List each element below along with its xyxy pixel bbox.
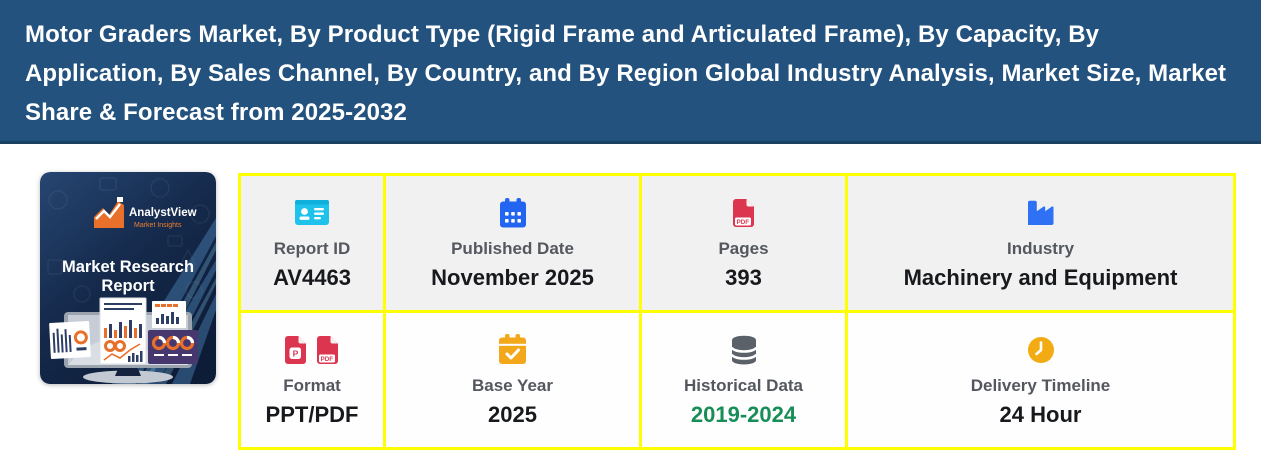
base-year-value: 2025 [488,401,537,427]
base-year-label: Base Year [472,375,553,395]
report-cover-art: AnalystView Market Insights Market Resea… [40,172,216,384]
monitor-illustration [49,297,198,384]
report-summary-section: AnalystView Market Insights Market Resea… [0,144,1261,450]
historical-data-value: 2019-2024 [690,401,797,427]
pdf-file-icon: PDF [732,196,756,230]
delivery-timeline-label: Delivery Timeline [970,375,1111,395]
published-date-value: November 2025 [431,264,594,290]
factory-icon [1025,196,1057,230]
svg-text:P: P [293,348,299,358]
industry-value: Machinery and Equipment [903,264,1178,290]
calendar-check-icon [498,333,527,367]
published-date-label: Published Date [451,238,574,258]
page-title: Motor Graders Market, By Product Type (R… [25,21,1227,126]
pages-card: PDF Pages 393 [642,176,845,310]
delivery-timeline-card: Delivery Timeline 24 Hour [848,313,1233,447]
cover-title-line1: Market Research [62,258,194,276]
delivery-timeline-value: 24 Hour [999,401,1082,427]
report-id-card: Report ID AV4463 [241,176,383,310]
industry-card: Industry Machinery and Equipment [848,176,1233,310]
clock-icon [1027,333,1055,367]
brand-subtitle: Market Insights [134,222,182,229]
base-year-card: Base Year 2025 [386,313,639,447]
ppt-file-icon: P [285,335,306,364]
svg-text:PDF: PDF [736,219,749,226]
report-info-grid: Report ID AV4463 [238,173,1236,450]
brand-bar-chart-icon [94,197,124,228]
pdf-file-icon: PDF [317,335,338,364]
format-value: PPT/PDF [265,401,359,427]
brand-name: AnalystView [129,207,197,219]
format-label: Format [283,375,341,395]
page-title-banner: Motor Graders Market, By Product Type (R… [0,0,1261,144]
pages-label: Pages [718,238,769,258]
format-file-icons: P PDF [284,333,340,367]
report-id-value: AV4463 [273,264,351,290]
historical-data-card: Historical Data 2019-2024 [642,313,845,447]
report-id-label: Report ID [273,238,351,258]
cover-title-line2: Report [101,277,155,295]
industry-label: Industry [1006,238,1075,258]
calendar-icon [499,196,527,230]
report-cover-image: AnalystView Market Insights Market Resea… [40,172,216,384]
published-date-card: Published Date November 2025 [386,176,639,310]
pages-value: 393 [725,264,762,290]
format-card: P PDF Format PPT/PDF [241,313,383,447]
historical-data-label: Historical Data [683,375,804,395]
id-card-icon [294,196,330,230]
svg-text:PDF: PDF [321,356,334,363]
database-icon [730,333,758,367]
